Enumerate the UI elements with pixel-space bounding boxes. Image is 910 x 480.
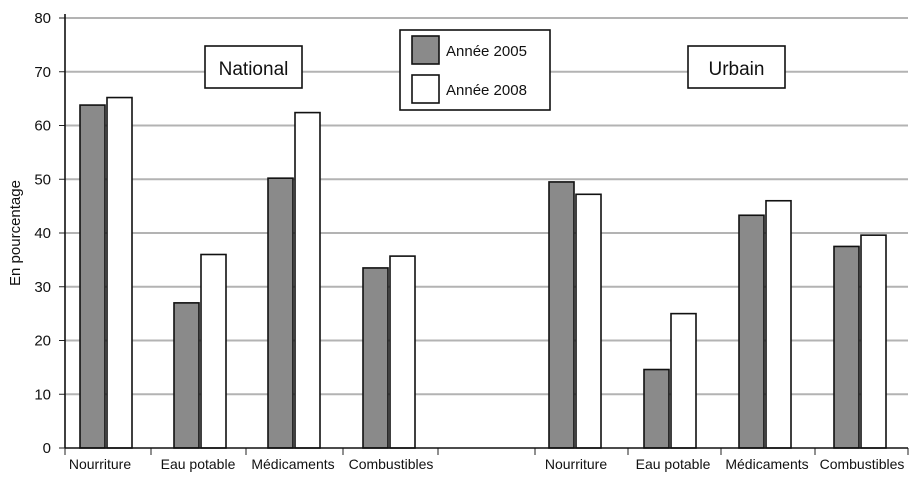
y-tick-label: 10 [34, 386, 51, 403]
x-tick-label: Eau potable [161, 456, 236, 472]
panel-label-box [204, 45, 303, 89]
y-tick-label: 50 [34, 171, 51, 188]
bar-2005 [643, 368, 670, 449]
x-tick-label: Combustibles [349, 456, 434, 472]
bar-2008 [765, 199, 792, 449]
panel-label: Urbain [709, 59, 765, 80]
bar-2008 [200, 253, 227, 449]
x-tick-label: Nourriture [69, 456, 131, 472]
y-tick-label: 40 [34, 225, 51, 242]
bar-2005 [267, 177, 294, 449]
legend-swatch-2005 [411, 35, 440, 65]
legend-label-2005: Année 2005 [446, 43, 527, 60]
x-tick-label: Médicaments [251, 456, 334, 472]
bar-2005 [833, 245, 860, 449]
bar-2008 [575, 193, 602, 449]
x-tick-label: Combustibles [820, 456, 905, 472]
bar-2005 [362, 267, 389, 449]
bar-2008 [860, 234, 887, 449]
y-tick-label: 60 [34, 118, 51, 135]
panel-label: National [219, 59, 289, 80]
bar-2008 [389, 255, 416, 449]
bar-2005 [738, 214, 765, 449]
x-tick-label: Eau potable [636, 456, 711, 472]
bar-2005 [173, 302, 200, 449]
bar-2008 [294, 111, 321, 449]
bar-2005 [548, 181, 575, 449]
y-tick-label: 0 [43, 440, 51, 457]
x-tick-label: Médicaments [725, 456, 808, 472]
y-axis-title: En pourcentage [7, 180, 24, 286]
y-tick-label: 70 [34, 64, 51, 81]
bar-2008 [670, 312, 697, 449]
x-tick-label: Nourriture [545, 456, 607, 472]
bar-2005 [79, 104, 106, 449]
y-tick-label: 20 [34, 333, 51, 350]
y-tick-label: 30 [34, 279, 51, 296]
panel-label-box [687, 45, 786, 89]
y-tick-label: 80 [34, 10, 51, 27]
legend-swatch-2008 [411, 74, 440, 104]
bar-2008 [106, 96, 133, 449]
legend-label-2008: Année 2008 [446, 82, 527, 99]
